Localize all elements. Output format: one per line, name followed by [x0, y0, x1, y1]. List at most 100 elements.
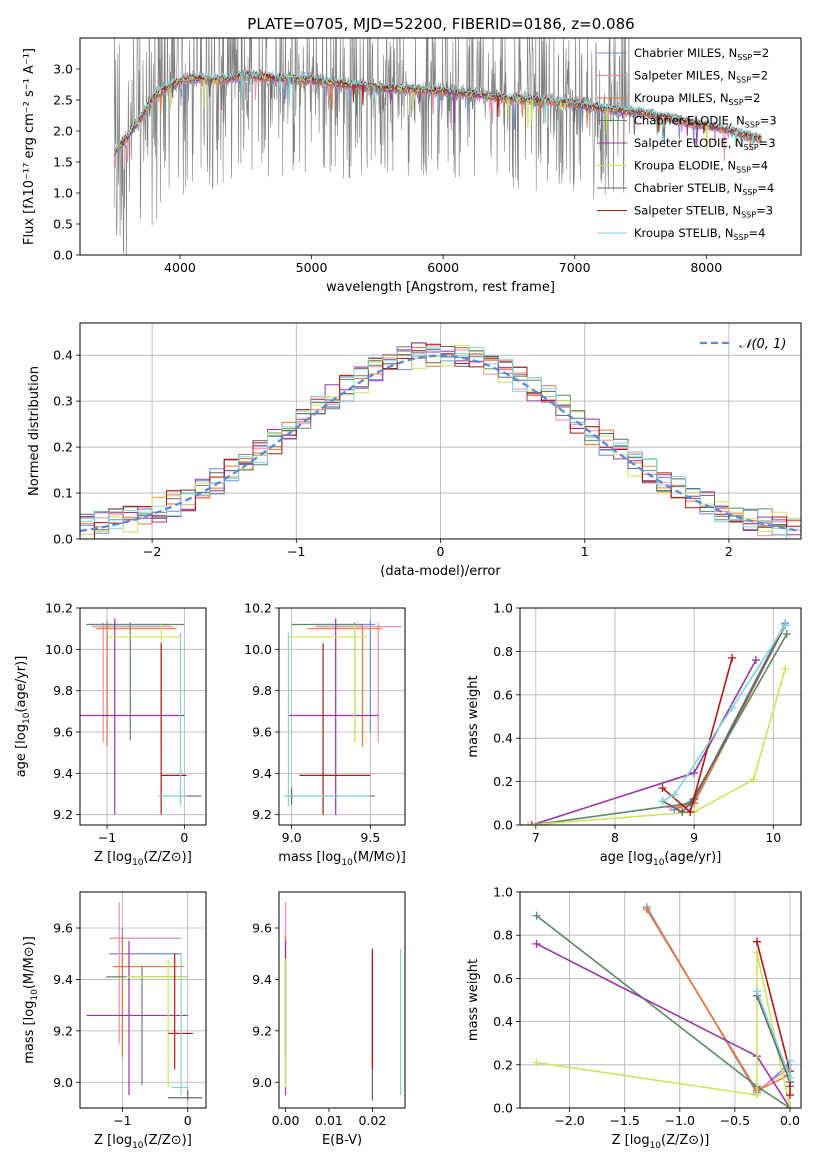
y-axis-label-subscript: 10 [30, 989, 40, 1001]
legend-label-text: Salpeter MILES, N [634, 69, 736, 83]
y-tick-label: 0.1 [53, 486, 73, 501]
y-tick-label: 2.5 [53, 93, 73, 108]
histogram-step [80, 346, 801, 539]
y-tick-label: 9.6 [252, 725, 272, 740]
series-point [752, 937, 761, 946]
series-point [785, 1104, 794, 1108]
plot-area [284, 902, 402, 1101]
y-axis-label: age [log10(age/yr)] [14, 656, 32, 778]
y-axis-label-text: (M/M⊙)] [22, 936, 37, 989]
y-tick-label: 3.0 [53, 62, 73, 77]
x-tick-label: 0 [437, 544, 445, 559]
panel-age-vs-mass: 9.0 9.5 9.2 9.4 9.6 9.8 10.0 10.2 mass [log10(M/… [244, 601, 406, 869]
y-tick-label: 0.2 [493, 774, 513, 789]
x-axis-label-subscript: 10 [132, 1141, 144, 1151]
spectrum-model-line [113, 69, 762, 152]
x-tick-label: 4000 [164, 260, 196, 275]
grid [279, 607, 405, 825]
y-tick-label: 0.2 [493, 1057, 513, 1072]
series-line [661, 657, 733, 814]
y-tick-label: 9.8 [252, 683, 272, 698]
y-tick-label: 0.0 [493, 1101, 513, 1116]
axes-frame [79, 607, 207, 826]
legend-label-text: Salpeter STELIB, N [634, 204, 741, 218]
ticks: −2.0 −1.5 −1.0 −0.5 0.0 0.0 0.2 0.4 0.6 0.8 1.0 [493, 885, 800, 1129]
grid [80, 607, 206, 825]
y-tick-label: 0.4 [493, 1014, 513, 1029]
y-axis-label: mass weight [466, 675, 481, 757]
y-tick-label: 9.8 [53, 683, 73, 698]
y-tick-label: 9.2 [252, 1023, 272, 1038]
y-tick-label: 1.0 [493, 885, 513, 900]
x-tick-label: 0 [180, 830, 188, 845]
x-tick-label: 8000 [690, 260, 722, 275]
x-tick-label: 9 [690, 830, 698, 845]
y-tick-label: 2.0 [53, 124, 73, 139]
y-tick-label: 0.2 [53, 440, 73, 455]
legend-label: Salpeter STELIB, NSSP=3 [634, 204, 773, 220]
x-axis-label: E(B-V) [322, 1133, 362, 1148]
x-tick-label: −1.5 [610, 1113, 640, 1128]
series-point [749, 775, 758, 784]
x-axis-label-subscript: 10 [341, 858, 353, 868]
series-point [658, 797, 667, 806]
plot-area [86, 902, 203, 1101]
y-tick-label: 9.2 [53, 1023, 73, 1038]
x-tick-label: 0.01 [315, 1113, 343, 1128]
x-tick-label: 0.02 [358, 1113, 386, 1128]
x-axis-label-subscript: 10 [650, 1141, 662, 1151]
y-tick-label: 0.6 [493, 687, 513, 702]
y-tick-label: 9.0 [53, 1075, 73, 1090]
grid [80, 892, 206, 1108]
legend-label-text: =4 [749, 226, 766, 240]
x-tick-label: −2.0 [554, 1113, 584, 1128]
y-tick-label: 9.6 [53, 921, 73, 936]
spectrum-model-line [114, 69, 762, 151]
ticks: −1 0 9.2 9.4 9.6 9.8 10.0 10.2 [45, 601, 188, 846]
axes-frame [79, 891, 207, 1109]
legend-label-subscript: SSP [744, 143, 759, 152]
y-axis-label: mass weight [466, 959, 481, 1041]
x-axis-label-text: (age/yr)] [664, 850, 721, 865]
y-tick-label: 9.6 [252, 921, 272, 936]
normal-curve [80, 354, 801, 533]
y-axis-label-text: mass [log [22, 1001, 37, 1064]
y-axis-label: Normed distribution [27, 366, 42, 496]
legend-label-text: Chabrier STELIB, N [634, 181, 742, 195]
series-point [752, 1091, 761, 1100]
series-point [781, 621, 790, 630]
legend-label: 𝒩(0, 1) [739, 337, 786, 352]
y-axis-label-subscript: 10 [22, 712, 32, 724]
axes-frame [79, 322, 802, 540]
axes-frame [278, 891, 406, 1109]
legend-label: Chabrier MILES, NSSP=2 [634, 46, 769, 62]
legend-label-text: =2 [752, 46, 769, 60]
plot-area [113, 38, 762, 255]
x-tick-label: 0.0 [780, 1113, 800, 1128]
x-tick-label: −1 [98, 830, 116, 845]
y-tick-label: 1.0 [493, 601, 513, 616]
y-axis-label-text: age [log [14, 724, 29, 777]
x-axis-label-text: age [log [600, 850, 653, 865]
x-tick-label: −1 [287, 544, 305, 559]
legend-label: Kroupa MILES, NSSP=2 [634, 91, 760, 107]
x-tick-label: 7 [532, 830, 540, 845]
x-tick-label: −1.0 [665, 1113, 695, 1128]
legend-label: Chabrier STELIB, NSSP=4 [634, 181, 774, 197]
legend-label: Salpeter MILES, NSSP=2 [634, 69, 768, 85]
y-axis-label: mass [log10(M/M⊙)] [22, 936, 40, 1064]
panel-mass-vs-EBV: 0.00 0.01 0.02 9.0 9.2 9.4 9.6 E(B-V) [252, 891, 406, 1148]
y-tick-label: 9.2 [53, 807, 73, 822]
y-tick-label: 10.2 [244, 601, 272, 616]
y-tick-label: 9.2 [252, 807, 272, 822]
series-point [527, 821, 536, 825]
y-tick-label: 10.0 [244, 642, 272, 657]
legend-label-subscript: SSP [729, 98, 744, 107]
series-point [728, 703, 737, 712]
x-axis-label-text: (Z/Z⊙)] [144, 850, 192, 865]
legend-label-subscript: SSP [736, 76, 751, 85]
x-axis-label-text: (Z/Z⊙)] [144, 1133, 192, 1148]
x-axis-label-text: Z [log [94, 1133, 132, 1148]
series-line [662, 624, 786, 802]
legend-label-text: =3 [760, 114, 777, 128]
